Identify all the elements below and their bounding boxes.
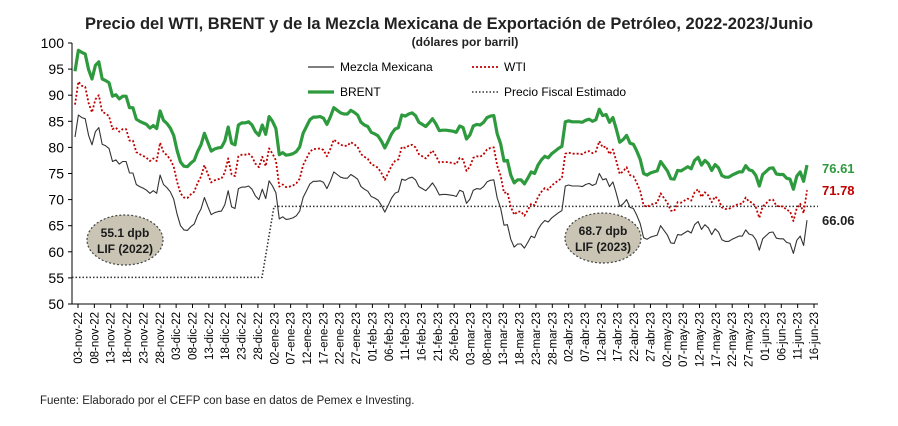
- x-tick-label: 27-may-23: [744, 312, 756, 367]
- x-tick-label: 22-abr-23: [629, 312, 641, 362]
- x-tick-label: 26-feb-23: [449, 312, 461, 361]
- x-tick-label: 08-mar-23: [482, 312, 494, 365]
- y-axis: 50 55 60 65 70 75 80 85 90 95 100: [41, 35, 73, 312]
- x-tick-label: 16-jun-23: [809, 312, 821, 361]
- x-tick-label: 17-abr-23: [613, 312, 625, 362]
- x-tick-label: 06-feb-23: [384, 312, 396, 361]
- legend: Mezcla Mexicana WTI BRENT Precio Fiscal …: [308, 60, 626, 99]
- y-tick-label: 70: [48, 192, 64, 208]
- reference-line-precio-fiscal: [72, 205, 818, 279]
- x-tick-label: 01-jun-23: [760, 312, 772, 361]
- x-tick-label: 03-mar-23: [466, 312, 478, 365]
- x-tick-label: 23-mar-23: [531, 312, 543, 365]
- annotation-ellipse: [564, 212, 642, 264]
- series-line-wti: [74, 80, 808, 222]
- x-tick-label: 03-nov-22: [73, 312, 85, 364]
- x-tick-label: 03-dic-22: [171, 312, 183, 360]
- y-tick-label: 95: [48, 61, 64, 77]
- legend-label-brent: BRENT: [340, 85, 381, 99]
- x-tick-label: 12-ene-23: [302, 312, 314, 364]
- annotation-ellipse: [86, 214, 164, 266]
- y-tick-label: 50: [48, 296, 64, 312]
- y-tick-label: 75: [48, 166, 64, 182]
- x-tick-label: 06-jun-23: [776, 312, 788, 361]
- series-line-brent: [73, 48, 809, 191]
- annotation-line1: 55.1 dpb: [101, 226, 150, 240]
- x-tick-label: 01-feb-23: [367, 312, 379, 361]
- x-tick-label: 23-nov-22: [138, 312, 150, 364]
- y-tick-label: 85: [48, 113, 64, 129]
- chart-subtitle: (dólares por barril): [412, 35, 519, 49]
- x-tick-label: 28-nov-22: [155, 312, 167, 364]
- x-tick-label: 13-dic-22: [204, 312, 216, 360]
- legend-label-wti: WTI: [504, 60, 526, 74]
- x-axis: 03-nov-22 08-nov-22 13-nov-22 18-nov-22 23-n…: [72, 303, 821, 367]
- y-tick-label: 55: [48, 270, 64, 286]
- x-tick-label: 27-abr-23: [645, 312, 657, 362]
- x-tick-label: 02-ene-23: [269, 312, 281, 364]
- x-tick-label: 17-may-23: [711, 312, 723, 367]
- x-tick-label: 08-dic-22: [187, 312, 199, 360]
- annotation-line2: LIF (2022): [97, 242, 153, 256]
- series-group: [73, 48, 809, 254]
- y-tick-label: 80: [48, 139, 64, 155]
- series-line-mezcla-mexicana: [74, 114, 808, 254]
- x-tick-label: 13-mar-23: [498, 312, 510, 365]
- x-tick-label: 08-nov-22: [89, 312, 101, 364]
- y-tick-label: 60: [48, 244, 64, 260]
- y-tick-label: 90: [48, 87, 64, 103]
- x-tick-label: 18-mar-23: [515, 312, 527, 365]
- x-tick-label: 11-feb-23: [400, 312, 412, 360]
- annotation-line2: LIF (2023): [575, 240, 631, 254]
- end-label-mezcla-mexicana: 66.06: [822, 213, 855, 228]
- x-tick-label: 21-feb-23: [433, 312, 445, 361]
- x-tick-label: 17-ene-23: [318, 312, 330, 364]
- x-tick-label: 23-dic-22: [237, 312, 249, 360]
- x-tick-label: 22-may-23: [727, 312, 739, 367]
- source-note: Fuente: Elaborado por el CEFP con base e…: [40, 395, 414, 407]
- x-tick-label: 02-abr-23: [564, 312, 576, 362]
- x-tick-label: 18-dic-22: [220, 312, 232, 360]
- end-label-brent: 76.61: [822, 161, 855, 176]
- legend-label-precio-fiscal: Precio Fiscal Estimado: [504, 85, 626, 99]
- x-tick-label: 11-jun-23: [793, 312, 805, 360]
- annotation-line1: 68.7 dpb: [579, 224, 628, 238]
- end-label-wti: 71.78: [822, 183, 855, 198]
- end-labels: 76.61 71.78 66.06: [822, 161, 855, 228]
- x-tick-label: 18-nov-22: [122, 312, 134, 364]
- x-tick-label: 07-ene-23: [286, 312, 298, 364]
- chart-title: Precio del WTI, BRENT y de la Mezcla Mex…: [85, 15, 813, 33]
- legend-label-mezcla: Mezcla Mexicana: [340, 60, 433, 74]
- precio-fiscal-line: [72, 205, 818, 279]
- x-tick-label: 13-nov-22: [106, 312, 118, 364]
- x-tick-label: 07-abr-23: [580, 312, 592, 362]
- y-tick-label: 65: [48, 218, 64, 234]
- annotations: 55.1 dpb LIF (2022) 68.7 dpb LIF (2023): [86, 212, 642, 266]
- x-tick-label: 27-ene-23: [351, 312, 363, 364]
- x-tick-label: 12-abr-23: [596, 312, 608, 362]
- x-tick-label: 02-may-23: [662, 312, 674, 367]
- x-tick-label: 28-dic-22: [253, 312, 265, 360]
- x-tick-label: 07-may-23: [678, 312, 690, 367]
- x-tick-label: 16-feb-23: [416, 312, 428, 361]
- x-tick-label: 12-may-23: [695, 312, 707, 367]
- x-tick-label: 28-mar-23: [547, 312, 559, 365]
- x-tick-label: 22-ene-23: [335, 312, 347, 364]
- y-tick-label: 100: [41, 35, 65, 51]
